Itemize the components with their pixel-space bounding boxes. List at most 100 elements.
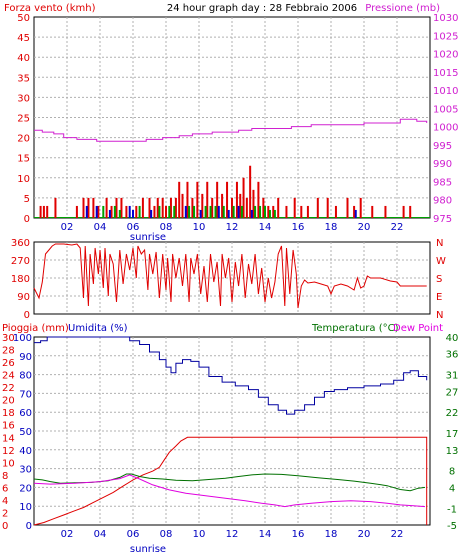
panel3-rain-tick-label: 20 bbox=[2, 396, 15, 407]
panel1-wind-bar bbox=[115, 197, 118, 218]
panel3-xtick-label: 14 bbox=[259, 529, 272, 540]
panel3-temp-tick-label: 17 bbox=[446, 429, 459, 440]
panel1-wind-bar bbox=[262, 197, 265, 218]
panel3-xtick-label: 22 bbox=[391, 529, 404, 540]
panel1-wind-bar bbox=[204, 205, 207, 218]
panel3-temp-tick-label: 40 bbox=[446, 333, 459, 344]
panel3-rain-tick-label: 8 bbox=[2, 471, 8, 482]
panel1-wind-bar bbox=[285, 205, 288, 218]
panel1-wind-bar bbox=[353, 205, 356, 218]
panel1-title: 24 hour graph day : 28 Febbraio 2006 bbox=[167, 3, 357, 14]
panel1-wind-bar bbox=[174, 197, 177, 218]
panel1-wind-bar bbox=[169, 197, 172, 218]
panel1-wind-bar bbox=[95, 205, 98, 218]
panel1-wind-bar bbox=[191, 197, 194, 218]
panel2-right-direction-label: E bbox=[436, 292, 442, 303]
panel1-wind-bar bbox=[161, 197, 164, 218]
panel3-rain-tick-label: 4 bbox=[2, 496, 8, 507]
panel1-wind-bar bbox=[402, 205, 405, 218]
panel1-wind-bar bbox=[168, 205, 171, 218]
panel1-wind-bar bbox=[209, 205, 212, 218]
panel1-right-tick-label: 980 bbox=[433, 196, 452, 207]
panel1-wind-bar bbox=[359, 197, 362, 218]
panel1-wind-bar bbox=[153, 205, 156, 218]
panel3-xtick-label: 18 bbox=[325, 529, 338, 540]
panel1-wind-bar bbox=[235, 181, 238, 218]
panel1-wind-bar bbox=[135, 205, 138, 218]
panel3-humidity-tick-label: 50 bbox=[19, 427, 32, 438]
panel1-wind-bar bbox=[242, 177, 245, 218]
panel1-xtick-label: 06 bbox=[127, 222, 140, 233]
panel1-wind-bar bbox=[75, 205, 78, 218]
panel1-xtick-label: 20 bbox=[358, 222, 371, 233]
panel1-left-tick-label: 5 bbox=[24, 194, 30, 205]
panel1-wind-bar bbox=[334, 205, 337, 218]
panel3-humidity-tick-label: 70 bbox=[19, 389, 32, 400]
panel1-left-tick-label: 45 bbox=[17, 33, 30, 44]
panel3-temp-tick-label: 4 bbox=[449, 483, 455, 494]
panel1-xtick-label: 04 bbox=[94, 222, 107, 233]
panel1-xtick-label: 10 bbox=[193, 222, 206, 233]
panel3-xtick-label: 06 bbox=[127, 529, 140, 540]
panel1-wind-bar bbox=[268, 209, 271, 218]
panel1-wind-bar bbox=[306, 205, 309, 218]
panel1-wind-bar bbox=[201, 193, 204, 218]
panel1-wind-bar bbox=[245, 197, 248, 218]
panel1-wind-bar bbox=[92, 197, 95, 218]
panel1-wind-bar bbox=[102, 205, 105, 218]
panel1-wind-bar bbox=[82, 197, 85, 218]
panel1-wind-bar bbox=[193, 205, 196, 218]
panel3-rain-tick-label: 26 bbox=[2, 358, 15, 369]
panel2-left-tick-label: 180 bbox=[11, 274, 30, 285]
panel1-wind-bar bbox=[232, 205, 235, 218]
panel1-wind-bar bbox=[178, 181, 181, 218]
panel1-left-label: Forza vento (kmh) bbox=[4, 3, 96, 14]
panel3-rain-tick-label: 30 bbox=[2, 333, 15, 344]
panel1-wind-bar bbox=[188, 205, 191, 218]
panel1-xtick-label: 02 bbox=[61, 222, 74, 233]
panel1-wind-bar bbox=[214, 205, 217, 218]
panel1-wind-bar bbox=[371, 205, 374, 218]
panel1-wind-bar bbox=[141, 197, 144, 218]
panel1-wind-bar bbox=[217, 205, 220, 218]
panel2-right-direction-label: N bbox=[436, 310, 443, 321]
panel1-wind-bar bbox=[158, 205, 161, 218]
panel1-wind-bar bbox=[346, 197, 349, 218]
panel3-rain-tick-label: 10 bbox=[2, 458, 15, 469]
panel1-right-tick-label: 995 bbox=[433, 141, 452, 152]
panel3-rain-tick-label: 16 bbox=[2, 421, 15, 432]
panel2-left-tick-label: 0 bbox=[24, 310, 30, 321]
panel1-right-tick-label: 1015 bbox=[433, 68, 458, 79]
panel1-wind-bar bbox=[173, 205, 176, 218]
panel1-xtick-label: 12 bbox=[226, 222, 239, 233]
panel1-wind-bar bbox=[206, 181, 209, 218]
panel2-left-tick-label: 270 bbox=[11, 256, 30, 267]
panel1-left-tick-label: 25 bbox=[17, 114, 30, 125]
panel1-wind-bar bbox=[120, 197, 123, 218]
panel3-rain-tick-label: 22 bbox=[2, 383, 15, 394]
panel3-dew-label: Dew Point bbox=[393, 323, 443, 334]
panel3-dewpoint-line bbox=[33, 474, 426, 508]
panel1-xtick-label: 18 bbox=[325, 222, 338, 233]
panel1-left-tick-label: 0 bbox=[24, 214, 30, 225]
panel1-wind-bar bbox=[226, 181, 229, 218]
panel1-wind-bar bbox=[87, 197, 90, 218]
panel3-rain-tick-label: 12 bbox=[2, 446, 15, 457]
panel1-wind-bar bbox=[196, 181, 199, 218]
panel1-wind-bar bbox=[125, 205, 128, 218]
panel3-humidity-tick-label: 10 bbox=[19, 502, 32, 513]
panel3-temp-tick-label: 8 bbox=[449, 467, 455, 478]
panel1-wind-bar bbox=[252, 189, 255, 218]
panel1-wind-bar bbox=[250, 209, 253, 218]
panel1-wind-bar bbox=[326, 197, 329, 218]
panel1-wind-bar bbox=[237, 205, 240, 218]
panel1-right-tick-label: 1030 bbox=[433, 13, 458, 24]
panel1-wind-bar bbox=[105, 197, 108, 218]
panel1-wind-bar bbox=[165, 205, 167, 218]
panel3-temp-label: Temperatura (°C) bbox=[311, 323, 399, 334]
panel1-wind-bar bbox=[184, 205, 187, 218]
panel1-wind-bar bbox=[277, 197, 280, 218]
panel1-wind-bar bbox=[148, 197, 151, 218]
